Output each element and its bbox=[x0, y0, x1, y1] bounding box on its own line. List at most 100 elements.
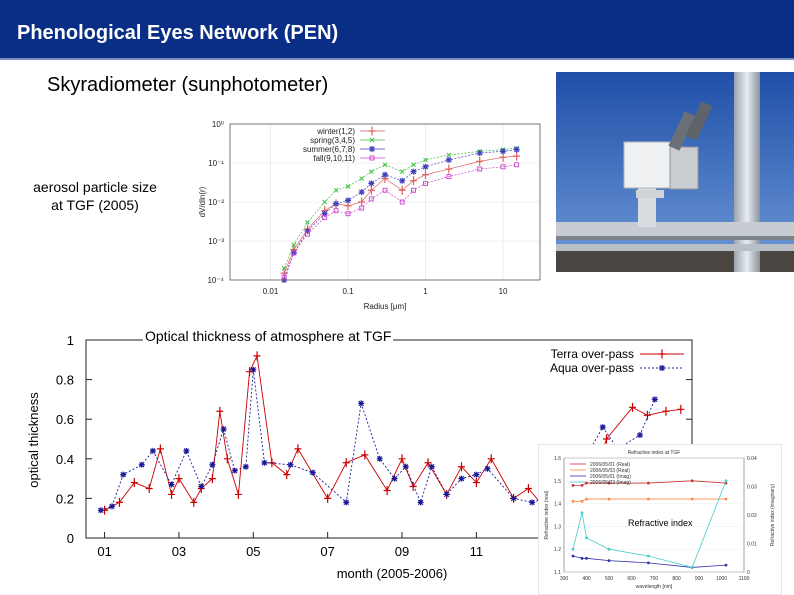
size-data-point bbox=[333, 200, 340, 207]
ot-x-tick-label: 05 bbox=[246, 544, 260, 559]
size-series-line bbox=[283, 149, 517, 281]
terra-data-point bbox=[457, 462, 465, 472]
size-data-point bbox=[291, 242, 297, 248]
terra-data-point bbox=[383, 485, 391, 495]
terra-data-point bbox=[253, 351, 261, 361]
size-data-point bbox=[382, 187, 388, 193]
optical-thickness-title: Optical thickness of atmosphere at TGF bbox=[143, 328, 394, 344]
terra-data-point bbox=[156, 444, 164, 454]
aqua-data-point bbox=[120, 471, 127, 478]
aqua-data-point bbox=[417, 499, 424, 506]
size-legend-marker bbox=[369, 137, 375, 143]
size-data-point bbox=[445, 164, 453, 174]
aqua-data-point bbox=[529, 499, 536, 506]
ri-data-point bbox=[580, 556, 584, 560]
terra-data-point bbox=[424, 458, 432, 468]
size-data-point bbox=[358, 189, 365, 196]
ri-data-point bbox=[607, 547, 611, 551]
size-legend-marker bbox=[368, 126, 376, 136]
size-data-point bbox=[281, 274, 287, 280]
size-y-tick-label: 10⁰ bbox=[212, 120, 224, 129]
ri-data-point bbox=[585, 556, 588, 560]
terra-data-point bbox=[629, 402, 637, 412]
size-data-point bbox=[411, 187, 416, 193]
ri-data-point bbox=[646, 481, 650, 485]
size-data-point bbox=[446, 152, 452, 158]
ri-x-tick-label: 400 bbox=[582, 576, 591, 582]
aqua-data-point bbox=[287, 461, 294, 468]
size-data-point bbox=[399, 177, 406, 184]
aqua-data-point bbox=[149, 447, 156, 454]
ot-legend-box bbox=[528, 342, 688, 378]
size-data-point bbox=[305, 220, 310, 225]
terra-data-point bbox=[524, 484, 532, 493]
aqua-data-point bbox=[599, 424, 606, 431]
terra-data-point bbox=[223, 454, 231, 464]
ri-y-tick-label: 1.2 bbox=[554, 547, 561, 553]
size-y-axis-label: dV/dln(r) bbox=[198, 186, 207, 217]
size-data-point bbox=[304, 228, 311, 235]
aqua-data-point bbox=[138, 461, 145, 468]
refractive-index-chart: Refractive index at TGF 1.1 1.2 1.3 1.4 1.5 1.… bbox=[538, 444, 782, 595]
size-x-tick-label: 0.1 bbox=[342, 287, 354, 296]
aqua-data-point bbox=[376, 455, 383, 462]
page-title: Phenological Eyes Network (PEN) bbox=[17, 22, 339, 44]
size-data-point bbox=[345, 197, 352, 204]
ri-x-tick-label: 1100 bbox=[739, 576, 750, 582]
terra-data-point bbox=[662, 406, 670, 416]
ot-y-tick-label: 0.4 bbox=[56, 452, 74, 467]
size-data-point bbox=[359, 176, 365, 181]
aerosol-label: aerosol particle size at TGF (2005) bbox=[10, 178, 180, 214]
size-data-point bbox=[513, 151, 521, 161]
ri-y2-tick-label: 0 bbox=[747, 570, 750, 576]
size-data-point bbox=[410, 168, 417, 175]
header-bar: Phenological Eyes Network (PEN) bbox=[0, 0, 794, 60]
size-data-point bbox=[398, 185, 406, 195]
aqua-data-point bbox=[510, 495, 517, 502]
ri-data-point bbox=[585, 536, 588, 540]
size-data-point bbox=[359, 205, 365, 211]
size-data-point bbox=[382, 162, 388, 168]
ri-data-point bbox=[690, 479, 694, 483]
ri-x-tick-label: 600 bbox=[627, 576, 636, 582]
size-data-point bbox=[281, 265, 287, 271]
ri-plot-frame bbox=[563, 457, 745, 573]
ri-data-point bbox=[580, 499, 584, 503]
aqua-data-point bbox=[391, 475, 398, 482]
aqua-data-point bbox=[198, 483, 205, 490]
ot-y-tick-label: 1 bbox=[67, 333, 74, 348]
size-data-point bbox=[321, 210, 328, 217]
terra-data-point bbox=[175, 474, 183, 484]
aqua-data-point bbox=[183, 447, 190, 454]
ri-data-point bbox=[571, 483, 575, 487]
size-data-point bbox=[500, 164, 506, 170]
size-y-tick-label: 10⁻² bbox=[208, 198, 224, 207]
size-data-point bbox=[500, 148, 507, 155]
ri-x-tick-label: 1000 bbox=[716, 576, 727, 582]
ri-legend-label: 2006/05/01 (Real) bbox=[590, 462, 630, 468]
size-data-point bbox=[410, 176, 418, 186]
size-legend-marker bbox=[369, 155, 375, 161]
size-data-point bbox=[477, 166, 483, 172]
size-data-point bbox=[367, 185, 375, 195]
ri-y-tick-label: 1.6 bbox=[554, 456, 561, 462]
aqua-data-point bbox=[428, 463, 435, 470]
terra-data-point bbox=[115, 497, 123, 507]
size-plot-frame bbox=[229, 123, 541, 281]
ri-x-tick-label: 900 bbox=[695, 576, 704, 582]
size-legend-label: summer(6,7,8) bbox=[303, 145, 355, 154]
size-data-point bbox=[368, 180, 375, 187]
ot-legend-label: Aqua over-pass bbox=[550, 361, 634, 375]
ri-data-point bbox=[571, 499, 575, 503]
ri-data-point bbox=[690, 497, 694, 501]
ri-y2-tick-label: 0.02 bbox=[747, 513, 757, 519]
size-x-tick-label: 0.01 bbox=[263, 287, 279, 296]
size-legend-marker bbox=[369, 146, 375, 152]
aqua-data-point bbox=[250, 366, 257, 373]
ot-x-tick-label: 07 bbox=[320, 544, 334, 559]
ot-x-axis-label: month (2005-2006) bbox=[337, 566, 448, 581]
size-data-point bbox=[358, 197, 366, 207]
aqua-data-point bbox=[484, 465, 491, 472]
ot-legend-marker bbox=[659, 365, 665, 371]
ot-legend-label: Terra over-pass bbox=[551, 347, 634, 361]
